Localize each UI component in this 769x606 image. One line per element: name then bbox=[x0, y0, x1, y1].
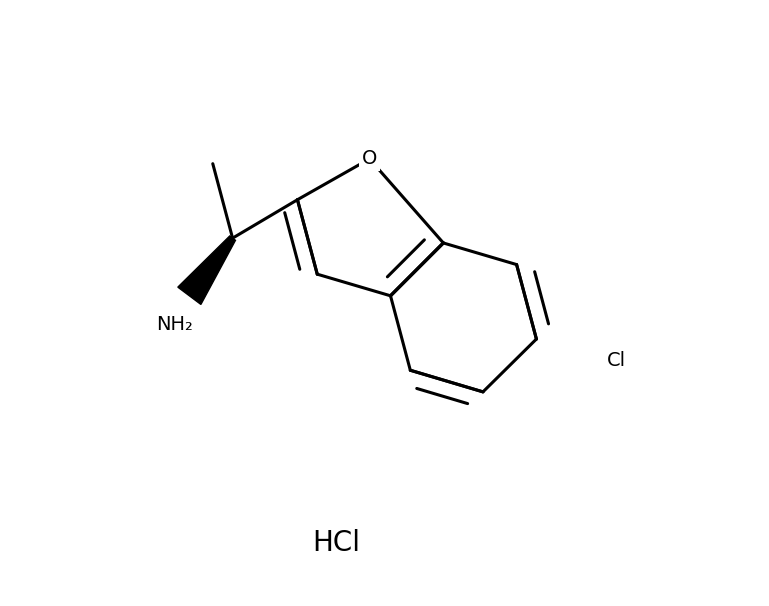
Text: Cl: Cl bbox=[607, 351, 626, 370]
Text: HCl: HCl bbox=[312, 529, 361, 557]
Text: O: O bbox=[361, 150, 377, 168]
Polygon shape bbox=[178, 236, 235, 304]
Text: NH₂: NH₂ bbox=[156, 315, 193, 334]
